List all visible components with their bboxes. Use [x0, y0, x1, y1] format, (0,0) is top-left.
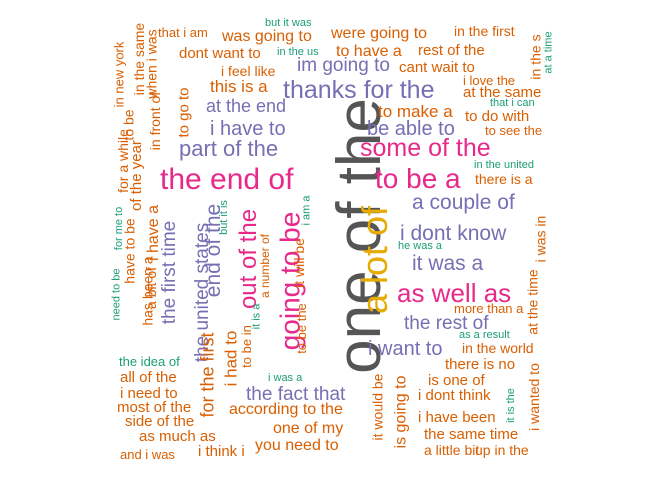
word-i-have-been: i have been	[418, 409, 496, 426]
word-but-it-was: but it was	[265, 17, 312, 29]
word-in-the-first: in the first	[454, 23, 515, 39]
word-i-wanted-to: i wanted to	[525, 363, 542, 431]
word-i-was-in: i was in	[532, 215, 549, 263]
word-is-one-of: is one of	[428, 372, 485, 389]
word-i-had-to: i had to	[221, 330, 241, 387]
word-some-of-the: some of the	[360, 134, 491, 162]
word-it-is-the: it is the	[504, 388, 517, 423]
word-a-lot-of: a lot of	[354, 205, 396, 315]
word-and-i-was: and i was	[120, 447, 175, 462]
word-as-well-as: as well as	[397, 278, 512, 308]
word-a-number-of: a number of	[258, 233, 273, 299]
word-but-it-is: but it is	[217, 200, 230, 235]
word-at-a-time: at a time	[542, 31, 555, 74]
word-it-was-a: it was a	[412, 252, 484, 275]
word-cant-wait-to: cant wait to	[399, 59, 475, 76]
word-to-have-a: to have a	[336, 43, 402, 60]
word-the-fact-that: the fact that	[246, 384, 346, 405]
word-as-a-result: as a result	[459, 329, 510, 341]
word-the-idea-of: the idea of	[119, 354, 180, 369]
word-dont-want-to: dont want to	[179, 45, 261, 62]
word-in-front-of: in front of	[147, 91, 164, 151]
word-i-love-the: i love the	[463, 73, 516, 88]
word-for-the-first: for the first	[197, 332, 218, 418]
word-to-go-to: to go to	[175, 87, 193, 138]
word-according-to-the: according to the	[229, 401, 343, 418]
word-to-be-a: to be a	[375, 163, 461, 194]
word-in-the-world: in the world	[462, 340, 534, 356]
word-you-need-to: you need to	[255, 437, 339, 454]
word-i-was-a: i was a	[268, 372, 303, 384]
word-i-want-to: i want to	[368, 338, 443, 360]
word-there-is-no: there is no	[445, 356, 516, 373]
word-in-the-us: in the us	[277, 46, 319, 58]
word-to-be-in: to be in	[238, 325, 254, 368]
word-were-going-to: were going to	[331, 25, 428, 42]
word-to-make-a: to make a	[378, 102, 453, 121]
word-one-of-my: one of my	[273, 420, 344, 437]
word-in-the-s: in the s	[527, 34, 544, 80]
word-that-i-am: that i am	[158, 25, 208, 40]
word-i-feel-like: i feel like	[221, 63, 276, 79]
word-i-am-a: i am a	[300, 195, 313, 226]
word-the-same-time: the same time	[424, 426, 519, 443]
word-part-of-the: part of the	[179, 136, 279, 161]
word-up-in-the: up in the	[475, 442, 529, 458]
word-to-see-the: to see the	[485, 123, 543, 138]
word-be-able-to: be able to	[367, 118, 455, 140]
word-side-of-the: side of the	[125, 413, 195, 430]
word-i-think-i: i think i	[198, 443, 245, 460]
word-rest-of-the: rest of the	[418, 42, 485, 59]
word-i-dont-know: i dont know	[400, 222, 507, 245]
word-when-i-was: when i was	[143, 29, 160, 99]
word-at-the-end: at the end	[206, 96, 287, 116]
word-i-dont-think: i dont think	[418, 387, 491, 404]
word-the-end-of: the end of	[160, 163, 294, 196]
word-as-much-as: as much as	[139, 428, 216, 445]
word-im-going-to: im going to	[297, 55, 390, 76]
word-to-do-with: to do with	[465, 108, 530, 125]
word-more-than-a: more than a	[454, 301, 524, 316]
word-a-little-bit: a little bit	[424, 442, 480, 458]
word-he-was-a: he was a	[398, 240, 443, 252]
word-of-the-year: of the year	[127, 140, 145, 211]
word-i-need-to: i need to	[120, 385, 178, 402]
word-in-new-york: in new york	[111, 41, 127, 108]
word-a-couple-of: a couple of	[412, 191, 515, 214]
word-have-to-be: have to be	[121, 218, 138, 284]
word-to-be-the: to be the	[293, 303, 309, 354]
word-a-bit-of: a bit of	[143, 266, 160, 310]
word-was-going-to: was going to	[222, 28, 312, 45]
word-at-the-same: at the same	[463, 84, 542, 101]
word-in-the-united: in the united	[474, 159, 534, 171]
word-i-have-to: i have to	[210, 118, 286, 140]
word-need-to-be: need to be	[110, 268, 123, 321]
word-at-the-time: at the time	[524, 269, 541, 335]
word-it-would-be: it would be	[369, 373, 386, 441]
word-the-first-time: the first time	[159, 220, 181, 325]
word-there-is-a: there is a	[475, 171, 533, 187]
word-it-will-be: it will be	[290, 238, 307, 288]
word-the-rest-of: the rest of	[404, 313, 489, 334]
word-is-going-to: is going to	[392, 375, 410, 449]
word-this-is-a: this is a	[210, 77, 268, 96]
word-all-of-the: all of the	[120, 369, 177, 386]
word-i-have-a: i have a	[145, 204, 163, 262]
word-thanks-for-the: thanks for the	[283, 76, 435, 104]
word-to-be: to be	[120, 109, 137, 141]
word-most-of-the: most of the	[117, 399, 192, 416]
word-that-i-can: that i can	[490, 97, 535, 109]
